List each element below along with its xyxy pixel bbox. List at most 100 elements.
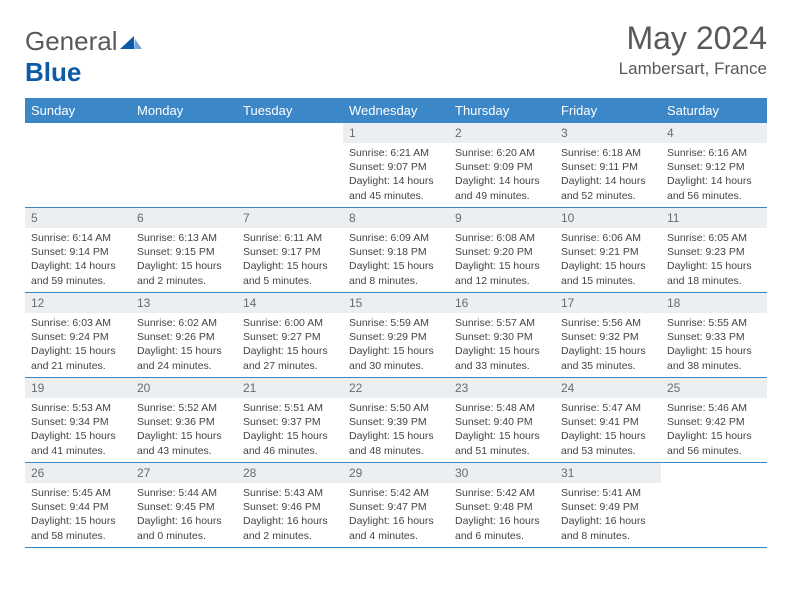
day-number: 31	[555, 463, 661, 483]
calendar-day-cell: 18Sunrise: 5:55 AMSunset: 9:33 PMDayligh…	[661, 293, 767, 378]
day-number: 3	[555, 123, 661, 143]
calendar-week-row: 5Sunrise: 6:14 AMSunset: 9:14 PMDaylight…	[25, 208, 767, 293]
day-details: Sunrise: 6:03 AMSunset: 9:24 PMDaylight:…	[25, 313, 131, 377]
day-details: Sunrise: 6:05 AMSunset: 9:23 PMDaylight:…	[661, 228, 767, 292]
brand-part1: General	[25, 26, 118, 56]
calendar-day-cell	[131, 123, 237, 208]
weekday-header: Tuesday	[237, 98, 343, 123]
calendar-day-cell: 20Sunrise: 5:52 AMSunset: 9:36 PMDayligh…	[131, 378, 237, 463]
calendar-day-cell: 11Sunrise: 6:05 AMSunset: 9:23 PMDayligh…	[661, 208, 767, 293]
day-details: Sunrise: 5:57 AMSunset: 9:30 PMDaylight:…	[449, 313, 555, 377]
calendar-body: 1Sunrise: 6:21 AMSunset: 9:07 PMDaylight…	[25, 123, 767, 548]
day-details: Sunrise: 6:18 AMSunset: 9:11 PMDaylight:…	[555, 143, 661, 207]
calendar-day-cell: 4Sunrise: 6:16 AMSunset: 9:12 PMDaylight…	[661, 123, 767, 208]
day-number: 9	[449, 208, 555, 228]
calendar-day-cell: 29Sunrise: 5:42 AMSunset: 9:47 PMDayligh…	[343, 463, 449, 548]
calendar-day-cell: 1Sunrise: 6:21 AMSunset: 9:07 PMDaylight…	[343, 123, 449, 208]
calendar-day-cell: 10Sunrise: 6:06 AMSunset: 9:21 PMDayligh…	[555, 208, 661, 293]
calendar-day-cell: 26Sunrise: 5:45 AMSunset: 9:44 PMDayligh…	[25, 463, 131, 548]
day-details: Sunrise: 6:14 AMSunset: 9:14 PMDaylight:…	[25, 228, 131, 292]
weekday-header: Sunday	[25, 98, 131, 123]
weekday-header: Friday	[555, 98, 661, 123]
header: GeneralBlue May 2024 Lambersart, France	[25, 20, 767, 88]
day-number: 10	[555, 208, 661, 228]
day-number: 21	[237, 378, 343, 398]
calendar-day-cell: 31Sunrise: 5:41 AMSunset: 9:49 PMDayligh…	[555, 463, 661, 548]
calendar-day-cell: 17Sunrise: 5:56 AMSunset: 9:32 PMDayligh…	[555, 293, 661, 378]
calendar-day-cell: 3Sunrise: 6:18 AMSunset: 9:11 PMDaylight…	[555, 123, 661, 208]
day-details: Sunrise: 6:08 AMSunset: 9:20 PMDaylight:…	[449, 228, 555, 292]
weekday-header: Monday	[131, 98, 237, 123]
brand-text: GeneralBlue	[25, 26, 143, 88]
location-label: Lambersart, France	[619, 59, 767, 79]
day-details: Sunrise: 6:13 AMSunset: 9:15 PMDaylight:…	[131, 228, 237, 292]
day-details: Sunrise: 5:50 AMSunset: 9:39 PMDaylight:…	[343, 398, 449, 462]
day-details: Sunrise: 6:21 AMSunset: 9:07 PMDaylight:…	[343, 143, 449, 207]
brand-part2: Blue	[25, 57, 81, 87]
day-details: Sunrise: 5:43 AMSunset: 9:46 PMDaylight:…	[237, 483, 343, 547]
day-details: Sunrise: 6:11 AMSunset: 9:17 PMDaylight:…	[237, 228, 343, 292]
day-details: Sunrise: 5:44 AMSunset: 9:45 PMDaylight:…	[131, 483, 237, 547]
weekday-header: Saturday	[661, 98, 767, 123]
day-details: Sunrise: 5:55 AMSunset: 9:33 PMDaylight:…	[661, 313, 767, 377]
day-details: Sunrise: 6:16 AMSunset: 9:12 PMDaylight:…	[661, 143, 767, 207]
calendar-day-cell: 5Sunrise: 6:14 AMSunset: 9:14 PMDaylight…	[25, 208, 131, 293]
calendar-day-cell: 14Sunrise: 6:00 AMSunset: 9:27 PMDayligh…	[237, 293, 343, 378]
day-details: Sunrise: 5:48 AMSunset: 9:40 PMDaylight:…	[449, 398, 555, 462]
day-number: 2	[449, 123, 555, 143]
day-number: 1	[343, 123, 449, 143]
day-number: 12	[25, 293, 131, 313]
title-block: May 2024 Lambersart, France	[619, 20, 767, 79]
calendar-table: SundayMondayTuesdayWednesdayThursdayFrid…	[25, 98, 767, 548]
day-number: 20	[131, 378, 237, 398]
day-number: 16	[449, 293, 555, 313]
calendar-day-cell	[237, 123, 343, 208]
day-details: Sunrise: 5:41 AMSunset: 9:49 PMDaylight:…	[555, 483, 661, 547]
brand-logo: GeneralBlue	[25, 26, 143, 88]
day-details: Sunrise: 5:59 AMSunset: 9:29 PMDaylight:…	[343, 313, 449, 377]
day-number: 24	[555, 378, 661, 398]
day-details: Sunrise: 6:09 AMSunset: 9:18 PMDaylight:…	[343, 228, 449, 292]
day-details: Sunrise: 5:47 AMSunset: 9:41 PMDaylight:…	[555, 398, 661, 462]
calendar-day-cell: 22Sunrise: 5:50 AMSunset: 9:39 PMDayligh…	[343, 378, 449, 463]
day-details: Sunrise: 6:02 AMSunset: 9:26 PMDaylight:…	[131, 313, 237, 377]
weekday-header: Thursday	[449, 98, 555, 123]
day-details: Sunrise: 6:00 AMSunset: 9:27 PMDaylight:…	[237, 313, 343, 377]
calendar-day-cell: 23Sunrise: 5:48 AMSunset: 9:40 PMDayligh…	[449, 378, 555, 463]
calendar-week-row: 26Sunrise: 5:45 AMSunset: 9:44 PMDayligh…	[25, 463, 767, 548]
calendar-day-cell: 21Sunrise: 5:51 AMSunset: 9:37 PMDayligh…	[237, 378, 343, 463]
calendar-day-cell: 16Sunrise: 5:57 AMSunset: 9:30 PMDayligh…	[449, 293, 555, 378]
day-details: Sunrise: 5:45 AMSunset: 9:44 PMDaylight:…	[25, 483, 131, 547]
day-number: 14	[237, 293, 343, 313]
calendar-day-cell: 13Sunrise: 6:02 AMSunset: 9:26 PMDayligh…	[131, 293, 237, 378]
day-details: Sunrise: 6:06 AMSunset: 9:21 PMDaylight:…	[555, 228, 661, 292]
day-details: Sunrise: 5:42 AMSunset: 9:48 PMDaylight:…	[449, 483, 555, 547]
day-number: 13	[131, 293, 237, 313]
day-number: 27	[131, 463, 237, 483]
calendar-day-cell: 30Sunrise: 5:42 AMSunset: 9:48 PMDayligh…	[449, 463, 555, 548]
day-number: 18	[661, 293, 767, 313]
day-number: 5	[25, 208, 131, 228]
calendar-week-row: 1Sunrise: 6:21 AMSunset: 9:07 PMDaylight…	[25, 123, 767, 208]
day-number: 8	[343, 208, 449, 228]
day-number: 30	[449, 463, 555, 483]
page-title: May 2024	[619, 20, 767, 57]
calendar-day-cell: 6Sunrise: 6:13 AMSunset: 9:15 PMDaylight…	[131, 208, 237, 293]
day-number: 26	[25, 463, 131, 483]
day-details: Sunrise: 5:52 AMSunset: 9:36 PMDaylight:…	[131, 398, 237, 462]
day-number: 4	[661, 123, 767, 143]
weekday-header-row: SundayMondayTuesdayWednesdayThursdayFrid…	[25, 98, 767, 123]
calendar-day-cell: 25Sunrise: 5:46 AMSunset: 9:42 PMDayligh…	[661, 378, 767, 463]
calendar-day-cell: 9Sunrise: 6:08 AMSunset: 9:20 PMDaylight…	[449, 208, 555, 293]
day-number: 29	[343, 463, 449, 483]
calendar-week-row: 12Sunrise: 6:03 AMSunset: 9:24 PMDayligh…	[25, 293, 767, 378]
calendar-day-cell: 15Sunrise: 5:59 AMSunset: 9:29 PMDayligh…	[343, 293, 449, 378]
day-number: 28	[237, 463, 343, 483]
calendar-day-cell	[661, 463, 767, 548]
calendar-day-cell: 2Sunrise: 6:20 AMSunset: 9:09 PMDaylight…	[449, 123, 555, 208]
calendar-day-cell	[25, 123, 131, 208]
calendar-day-cell: 28Sunrise: 5:43 AMSunset: 9:46 PMDayligh…	[237, 463, 343, 548]
weekday-header: Wednesday	[343, 98, 449, 123]
day-details: Sunrise: 6:20 AMSunset: 9:09 PMDaylight:…	[449, 143, 555, 207]
day-number: 11	[661, 208, 767, 228]
